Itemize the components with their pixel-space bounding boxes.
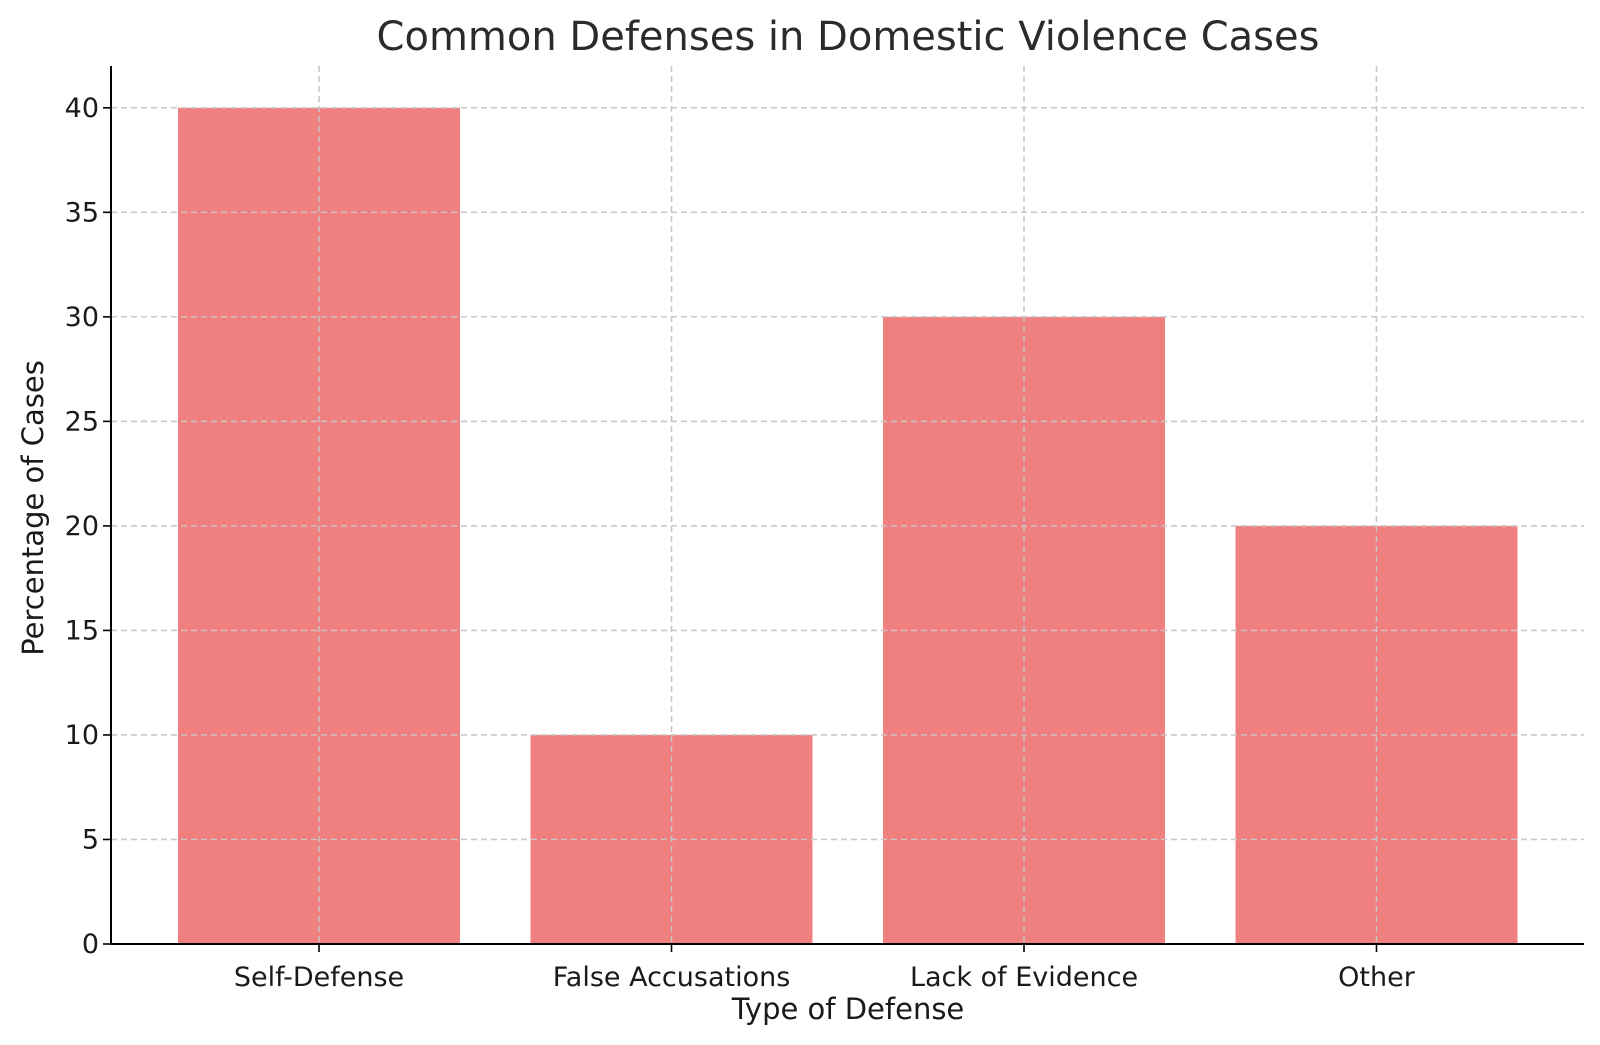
y-tick-label: 5 [82,824,99,855]
y-tick-label: 0 [82,929,99,960]
y-tick-layer: 0 5 10 15 20 25 30 35 40 [65,93,111,960]
y-tick-label: 30 [65,302,99,333]
x-axis-label: Type of Defense [731,992,965,1026]
y-tick-label: 25 [65,406,99,437]
y-tick-label: 10 [65,720,99,751]
y-tick-label: 35 [65,197,99,228]
y-axis-label: Percentage of Cases [16,360,50,656]
y-tick-label: 15 [65,615,99,646]
x-tick-label: Self-Defense [234,962,404,993]
x-tick-label: Lack of Evidence [910,962,1138,993]
bar-layer [111,66,1584,945]
x-tick-label: Other [1338,962,1416,993]
y-tick-label: 40 [65,93,99,124]
y-tick-label: 20 [65,511,99,542]
x-tick-layer: Self-Defense False Accusations Lack of Evi… [234,944,1416,993]
x-tick-label: False Accusations [553,962,791,993]
chart-title: Common Defenses in Domestic Violence Cas… [377,14,1320,60]
